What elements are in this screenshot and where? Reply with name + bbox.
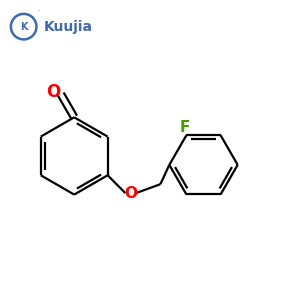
Text: F: F bbox=[180, 120, 190, 135]
Text: O: O bbox=[124, 186, 137, 201]
Text: ·: · bbox=[38, 8, 40, 14]
Text: K: K bbox=[20, 22, 27, 32]
Text: Kuujia: Kuujia bbox=[44, 20, 93, 34]
Text: O: O bbox=[46, 83, 61, 101]
